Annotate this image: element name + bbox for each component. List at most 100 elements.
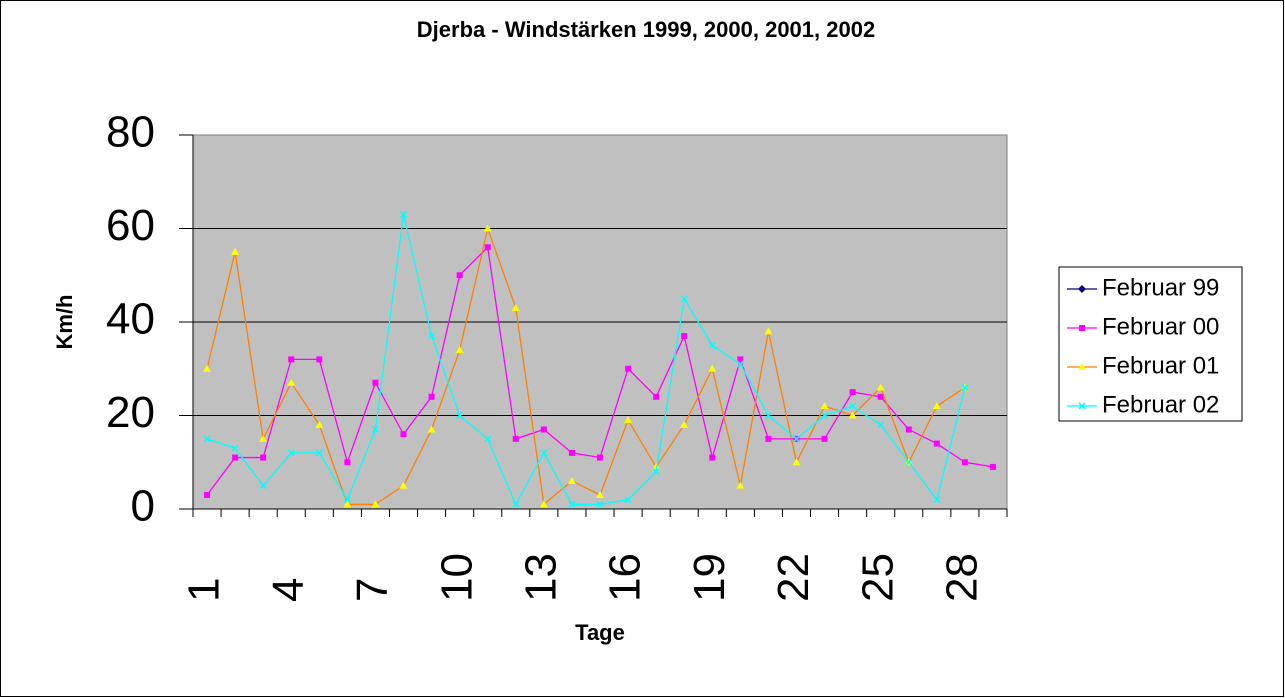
x-tick-label: 22 bbox=[769, 553, 818, 602]
x-tick-label: 10 bbox=[432, 553, 481, 602]
data-point bbox=[820, 402, 829, 410]
data-point bbox=[259, 434, 268, 442]
chart-title: Djerba - Windstärken 1999, 2000, 2001, 2… bbox=[417, 17, 875, 42]
data-point bbox=[624, 416, 633, 424]
y-tick-label: 20 bbox=[106, 388, 155, 437]
data-point bbox=[876, 383, 885, 391]
data-point bbox=[821, 411, 829, 420]
data-point bbox=[232, 454, 239, 461]
data-point bbox=[932, 402, 941, 410]
data-point bbox=[287, 449, 295, 457]
data-point bbox=[652, 462, 661, 470]
data-point bbox=[933, 440, 940, 447]
x-tick-label: 16 bbox=[601, 553, 650, 602]
data-point bbox=[456, 272, 463, 279]
data-point bbox=[849, 402, 857, 410]
data-point bbox=[652, 468, 660, 476]
data-point bbox=[596, 500, 604, 508]
y-tick-label: 80 bbox=[106, 108, 155, 157]
data-point bbox=[259, 482, 267, 490]
data-point bbox=[736, 360, 744, 368]
x-tick-label: 4 bbox=[264, 578, 313, 602]
legend-box bbox=[1058, 266, 1243, 422]
data-point bbox=[653, 393, 660, 400]
data-point bbox=[316, 356, 323, 363]
data-point bbox=[344, 459, 351, 466]
data-point bbox=[905, 458, 913, 466]
data-point bbox=[680, 295, 688, 303]
y-tick-label: 40 bbox=[106, 295, 155, 344]
data-point bbox=[989, 463, 996, 470]
series-line bbox=[206, 214, 966, 506]
legend-label: Februar 00 bbox=[1102, 313, 1219, 340]
data-point bbox=[933, 496, 941, 504]
data-point bbox=[260, 454, 267, 461]
data-point bbox=[484, 244, 491, 251]
data-point bbox=[204, 491, 211, 498]
data-point bbox=[231, 444, 239, 452]
data-point bbox=[343, 500, 352, 508]
data-point bbox=[848, 411, 857, 419]
data-point bbox=[681, 333, 688, 340]
data-point bbox=[625, 365, 632, 372]
y-tick-label: 60 bbox=[106, 201, 155, 250]
data-point bbox=[540, 426, 547, 433]
data-point bbox=[764, 327, 773, 335]
data-point bbox=[455, 346, 464, 354]
data-point bbox=[709, 454, 716, 461]
data-point bbox=[567, 476, 576, 484]
x-axis-title: Tage bbox=[575, 620, 625, 645]
data-point bbox=[343, 496, 351, 504]
x-tick-label: 25 bbox=[853, 553, 902, 602]
data-point bbox=[203, 435, 211, 443]
data-point bbox=[765, 435, 772, 442]
data-point bbox=[792, 458, 801, 466]
y-tick-label: 0 bbox=[131, 482, 155, 531]
data-point bbox=[511, 303, 520, 311]
data-point bbox=[961, 383, 969, 391]
data-point bbox=[708, 341, 716, 349]
legend-marker bbox=[1078, 285, 1086, 293]
data-point bbox=[372, 379, 379, 386]
x-tick-label: 13 bbox=[516, 553, 565, 602]
data-point bbox=[371, 425, 379, 434]
x-tick-label: 7 bbox=[348, 578, 397, 602]
data-point bbox=[877, 421, 885, 429]
data-point bbox=[764, 411, 772, 420]
data-point bbox=[231, 247, 240, 255]
data-point bbox=[708, 364, 717, 372]
data-point bbox=[484, 435, 492, 443]
data-point bbox=[203, 364, 212, 372]
data-point bbox=[736, 481, 745, 489]
data-point bbox=[821, 435, 828, 442]
legend-label: Februar 02 bbox=[1102, 391, 1219, 418]
data-point bbox=[680, 420, 689, 428]
data-point bbox=[428, 332, 436, 340]
data-point bbox=[568, 500, 576, 508]
data-point bbox=[288, 356, 295, 363]
data-point bbox=[961, 459, 968, 466]
data-point bbox=[400, 431, 407, 438]
data-point bbox=[512, 500, 520, 508]
data-point bbox=[539, 500, 548, 508]
data-point bbox=[399, 210, 408, 219]
data-point bbox=[287, 378, 296, 386]
data-point bbox=[568, 449, 575, 456]
data-point bbox=[905, 426, 912, 433]
data-point bbox=[399, 481, 408, 489]
x-tick-label: 1 bbox=[180, 578, 229, 602]
data-point bbox=[877, 393, 884, 400]
data-point bbox=[596, 490, 604, 498]
y-axis-title: Km/h bbox=[52, 295, 77, 350]
x-tick-label: 28 bbox=[938, 553, 987, 602]
data-point bbox=[427, 425, 436, 433]
legend-marker bbox=[1079, 325, 1085, 331]
data-point bbox=[428, 393, 435, 400]
data-point bbox=[597, 454, 603, 461]
data-point bbox=[456, 411, 464, 420]
data-point bbox=[540, 449, 548, 457]
data-point bbox=[483, 224, 492, 232]
legend-marker bbox=[1078, 402, 1086, 410]
legend-label: Februar 99 bbox=[1102, 274, 1219, 301]
